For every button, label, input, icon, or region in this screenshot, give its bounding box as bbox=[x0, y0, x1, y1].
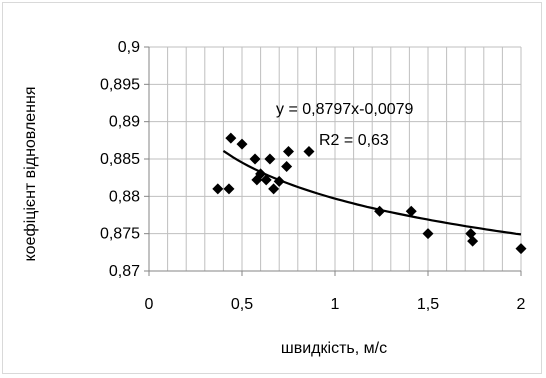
data-point bbox=[249, 153, 261, 165]
x-tick-labels: 0 0,5 1 1,5 2 bbox=[145, 271, 526, 313]
data-point bbox=[225, 132, 237, 144]
data-point bbox=[281, 160, 293, 172]
data-point bbox=[422, 228, 434, 240]
grid-lines bbox=[148, 46, 522, 272]
data-point bbox=[303, 146, 315, 158]
data-point bbox=[273, 175, 285, 187]
data-point bbox=[268, 183, 280, 195]
x-tick-label: 2 bbox=[517, 296, 526, 313]
y-tick-label: 0,885 bbox=[100, 151, 140, 168]
data-point bbox=[223, 183, 235, 195]
data-point bbox=[264, 153, 276, 165]
y-tick-labels: 0,87 0,875 0,88 0,885 0,89 0,895 0,9 bbox=[100, 39, 149, 280]
data-point bbox=[255, 168, 267, 180]
data-point bbox=[212, 183, 224, 195]
y-tick-label: 0,88 bbox=[109, 188, 140, 205]
trendline-equation: y = 0,8797x-0,0079 bbox=[276, 101, 414, 118]
data-point bbox=[374, 205, 386, 217]
y-tick-label: 0,9 bbox=[118, 39, 140, 56]
trendline-r2: R2 = 0,63 bbox=[319, 132, 389, 149]
data-point bbox=[465, 228, 477, 240]
data-point bbox=[236, 138, 248, 150]
y-tick-label: 0,89 bbox=[109, 114, 140, 131]
y-tick-label: 0,875 bbox=[100, 226, 140, 243]
x-tick-label: 1 bbox=[331, 296, 340, 313]
trendline bbox=[222, 149, 522, 236]
data-point bbox=[260, 174, 272, 186]
data-points bbox=[212, 132, 527, 255]
data-point bbox=[515, 243, 527, 255]
x-tick-label: 0,5 bbox=[231, 296, 253, 313]
x-axis-title: швидкість, м/с bbox=[281, 340, 387, 357]
x-tick-label: 1,5 bbox=[417, 296, 439, 313]
y-tick-label: 0,87 bbox=[109, 263, 140, 280]
x-tick-label: 0 bbox=[145, 296, 154, 313]
y-axis-title: коефіцієнт відновлення bbox=[22, 86, 39, 261]
y-tick-label: 0,895 bbox=[100, 76, 140, 93]
data-point bbox=[405, 205, 417, 217]
data-point bbox=[467, 235, 479, 247]
data-point bbox=[283, 146, 294, 158]
